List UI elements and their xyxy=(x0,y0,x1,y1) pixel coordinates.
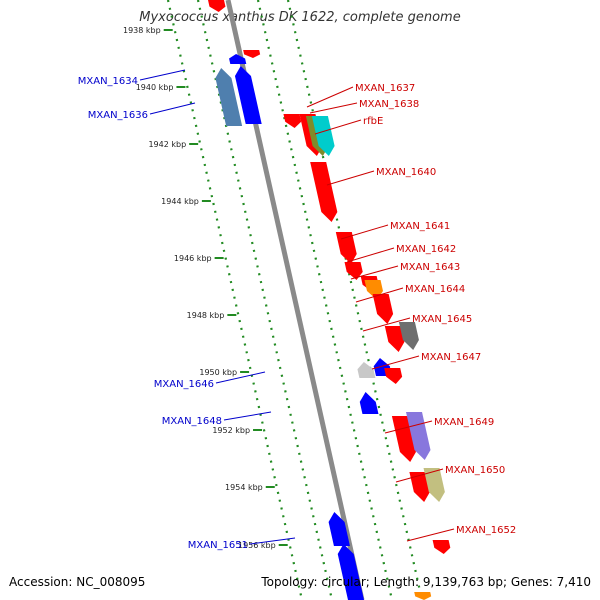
reverse-gene-arrow xyxy=(234,66,262,124)
kbp-tick-label: 1938 kbp xyxy=(123,26,161,35)
forward-gene-label: MXAN_1637 xyxy=(355,83,415,94)
forward-gene-arrow xyxy=(423,468,445,502)
forward-gene-arrow xyxy=(310,162,338,222)
kbp-tick-label: 1950 kbp xyxy=(199,368,237,377)
forward-gene-label: MXAN_1642 xyxy=(396,244,456,255)
forward-gene-arrow xyxy=(384,326,405,352)
forward-gene-label: MXAN_1652 xyxy=(456,525,516,536)
kbp-tick-label: 1942 kbp xyxy=(148,140,186,149)
track-inner-left xyxy=(196,0,334,600)
reverse-gene-label: MXAN_1648 xyxy=(162,416,222,427)
forward-gene-label: MXAN_1645 xyxy=(412,314,472,325)
reverse-label-leader xyxy=(223,411,272,421)
kbp-tick-label: 1954 kbp xyxy=(225,483,263,492)
forward-gene-label: MXAN_1647 xyxy=(421,352,481,363)
accession-text: Accession: NC_008095 xyxy=(9,575,146,589)
reverse-label-leader xyxy=(215,371,266,384)
reverse-label-leader xyxy=(149,102,196,115)
forward-label-leader xyxy=(395,468,444,483)
reverse-gene-label: MXAN_1651 xyxy=(188,540,248,551)
forward-gene-label: MXAN_1644 xyxy=(405,284,465,295)
genome-summary-text: Topology: circular; Length: 9,139,763 bp… xyxy=(261,575,591,589)
reverse-gene-arrow xyxy=(359,392,379,414)
forward-gene-arrow xyxy=(311,116,335,156)
forward-gene-label: MXAN_1638 xyxy=(359,99,419,110)
reverse-gene-label: MXAN_1636 xyxy=(88,110,148,121)
forward-gene-arrow xyxy=(208,0,226,12)
track-outer-left xyxy=(166,0,304,600)
forward-label-leader xyxy=(384,420,433,434)
reverse-gene-label: MXAN_1646 xyxy=(154,379,214,390)
forward-gene-label: MXAN_1649 xyxy=(434,417,494,428)
forward-gene-arrow xyxy=(344,262,363,280)
forward-gene-arrow xyxy=(432,540,451,554)
kbp-tick-label: 1944 kbp xyxy=(161,197,199,206)
forward-label-leader xyxy=(306,86,354,108)
kbp-tick-label: 1946 kbp xyxy=(174,254,212,263)
forward-label-leader xyxy=(309,102,358,114)
reverse-gene-arrow xyxy=(229,54,247,64)
forward-gene-arrow xyxy=(283,114,302,128)
forward-gene-arrow xyxy=(243,50,261,58)
forward-gene-arrow xyxy=(406,412,431,460)
forward-gene-arrow xyxy=(414,592,432,600)
forward-gene-label: MXAN_1650 xyxy=(445,465,505,476)
reverse-gene-arrow xyxy=(357,362,376,378)
forward-label-leader xyxy=(362,317,411,332)
kbp-tick-label: 1952 kbp xyxy=(212,426,250,435)
kbp-tick-label: 1940 kbp xyxy=(136,83,174,92)
reverse-label-leader xyxy=(249,537,296,545)
forward-gene-arrow xyxy=(372,294,394,324)
forward-label-leader xyxy=(371,355,420,370)
genome-title: Myxococcus xanthus DK 1622, complete gen… xyxy=(139,10,461,25)
forward-label-leader xyxy=(340,224,389,240)
forward-gene-label: MXAN_1643 xyxy=(400,262,460,273)
forward-gene-label: MXAN_1641 xyxy=(390,221,450,232)
forward-gene-arrow xyxy=(409,472,430,502)
forward-gene-label: MXAN_1640 xyxy=(376,167,436,178)
forward-gene-label: rfbE xyxy=(363,116,383,127)
forward-label-leader xyxy=(326,170,375,186)
reverse-gene-arrow xyxy=(215,68,243,126)
reverse-gene-arrow xyxy=(337,544,364,600)
forward-gene-arrow xyxy=(335,232,357,264)
reverse-gene-label: MXAN_1634 xyxy=(78,76,138,87)
forward-label-leader xyxy=(406,528,455,542)
forward-gene-arrow xyxy=(398,322,419,350)
forward-gene-arrow xyxy=(384,368,403,384)
forward-label-leader xyxy=(314,119,362,135)
kbp-tick-label: 1956 kbp xyxy=(238,541,276,550)
forward-label-leader xyxy=(346,247,395,263)
kbp-tick-label: 1948 kbp xyxy=(187,311,225,320)
reverse-gene-arrow xyxy=(328,512,350,546)
forward-label-leader xyxy=(355,287,404,303)
track-outer-right xyxy=(286,0,424,600)
track-inner-right xyxy=(256,0,394,600)
reverse-label-leader xyxy=(139,69,186,81)
forward-label-leader xyxy=(350,265,399,280)
